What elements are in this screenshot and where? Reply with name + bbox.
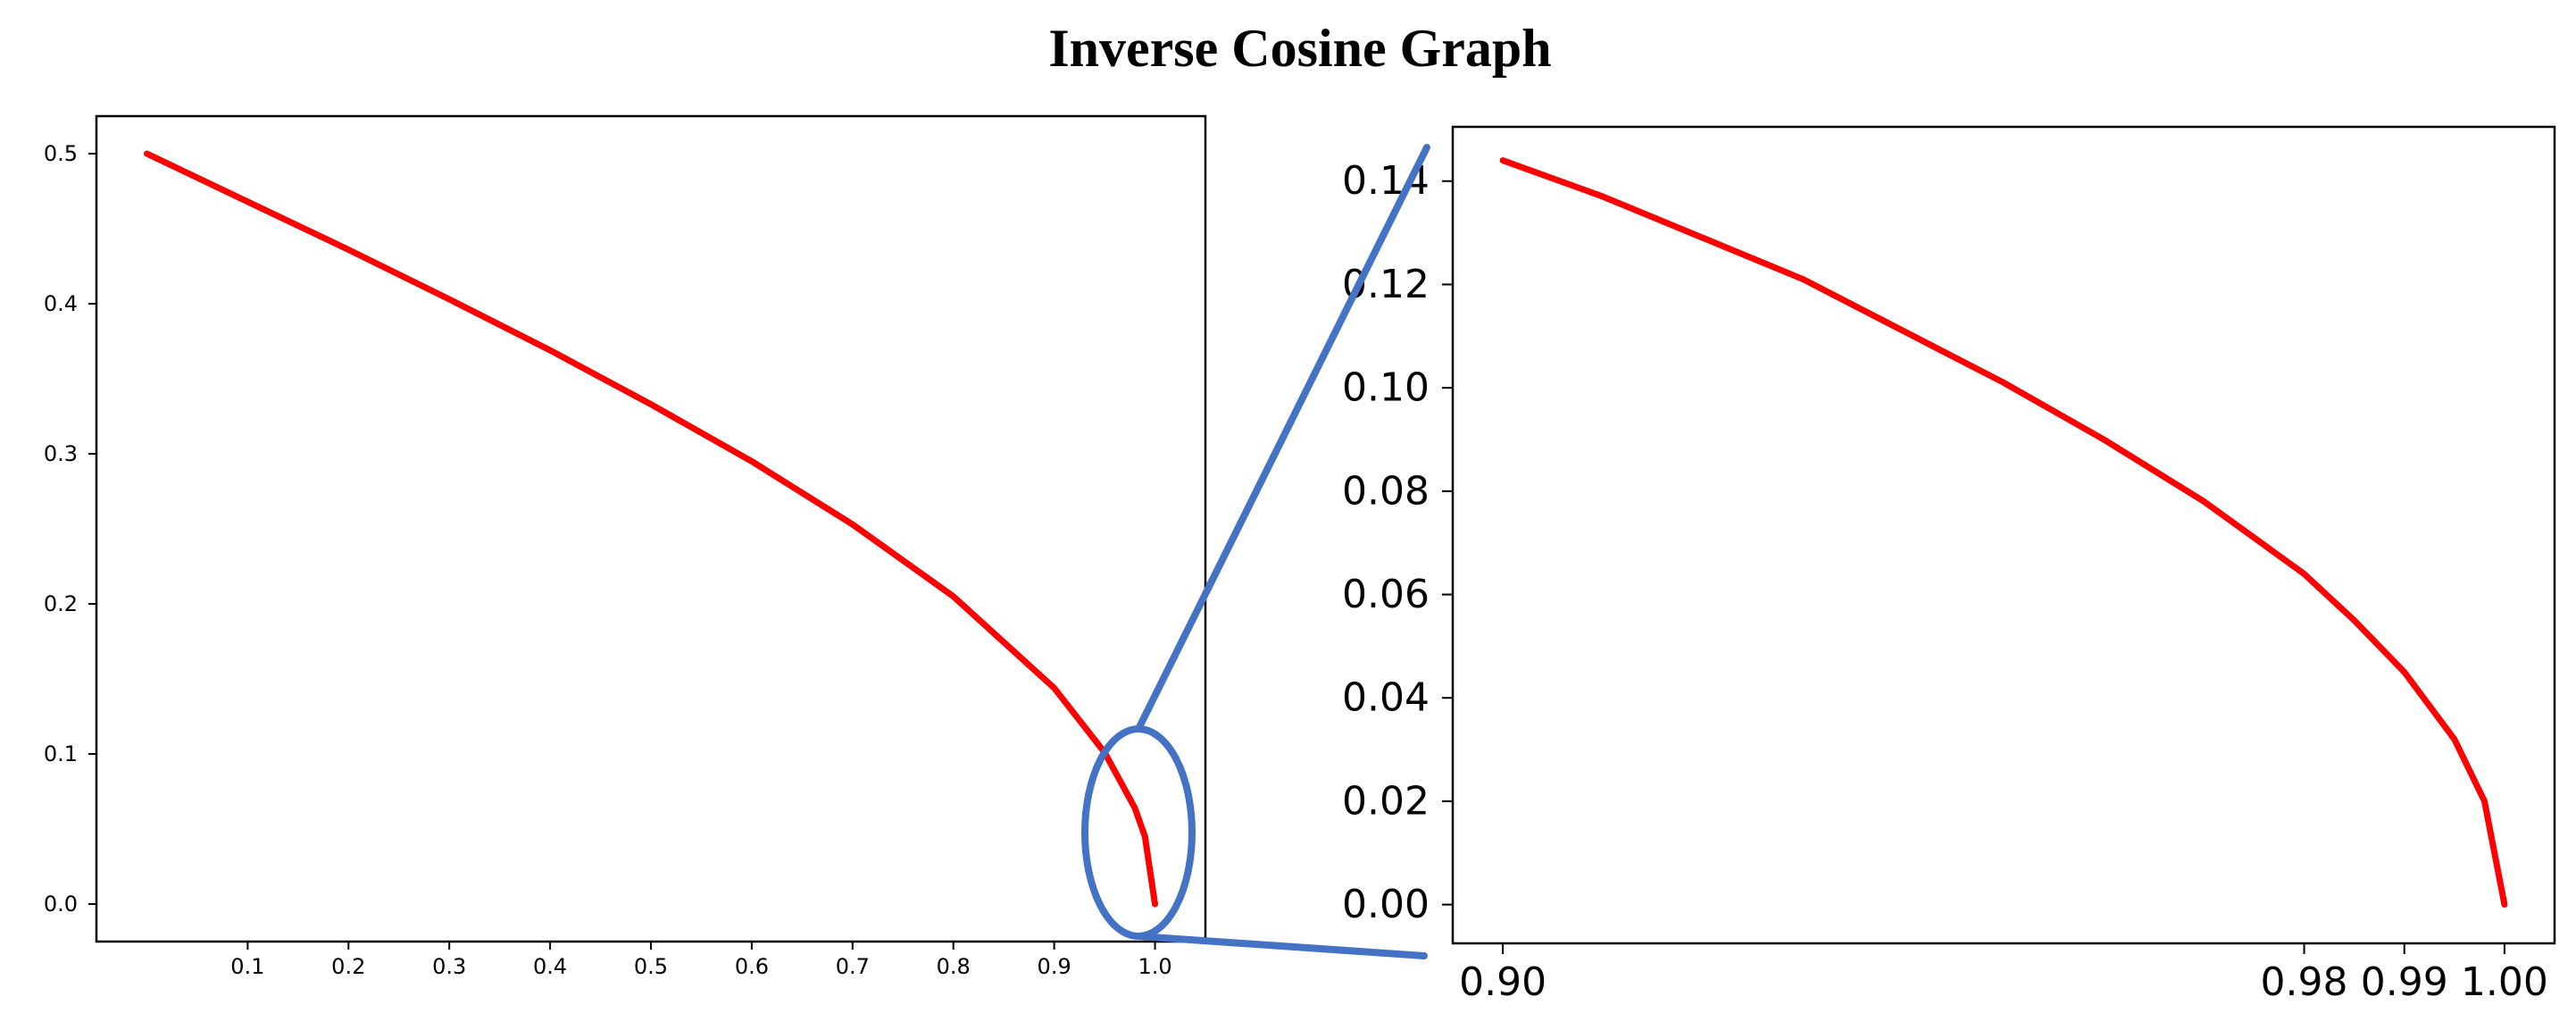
y-tick-label: 0.1 — [44, 741, 78, 766]
chart-title: Inverse Cosine Graph — [1048, 19, 1551, 78]
left-y-axis: 0.0 0.1 0.2 0.3 0.4 0.5 — [44, 141, 96, 917]
x-tick-label: 0.2 — [331, 954, 365, 979]
x-tick-label: 1.00 — [2461, 959, 2548, 1005]
y-tick-label: 0.5 — [44, 141, 78, 166]
x-tick-label: 0.90 — [1459, 959, 1546, 1005]
y-tick-label: 0.08 — [1342, 468, 1430, 514]
right-plot-frame — [1451, 125, 2556, 945]
y-tick-label: 0.06 — [1342, 572, 1430, 617]
series-line-0 — [1499, 157, 2508, 909]
y-tick-label: 0.02 — [1342, 778, 1430, 824]
left-plot-frame — [95, 114, 1207, 943]
y-tick-label: 0.4 — [44, 291, 78, 316]
y-tick-label: 0.10 — [1342, 365, 1430, 411]
x-tick-label: 0.9 — [1038, 954, 1071, 979]
x-tick-label: 0.8 — [937, 954, 971, 979]
x-tick-label: 0.99 — [2361, 959, 2448, 1005]
x-tick-label: 0.1 — [230, 954, 264, 979]
right-x-axis: 0.90 0.98 0.99 1.00 — [1459, 943, 2548, 1005]
x-tick-label: 0.6 — [735, 954, 769, 979]
x-tick-label: 0.98 — [2261, 959, 2348, 1005]
y-tick-label: 0.04 — [1342, 675, 1430, 721]
right-series-group — [1499, 157, 2508, 909]
y-tick-label: 0.3 — [44, 441, 78, 466]
x-tick-label: 0.5 — [634, 954, 668, 979]
zoom-line-upper — [1135, 144, 1430, 733]
zoom-ellipse — [1081, 725, 1196, 940]
right-y-axis: 0.000.020.040.060.080.100.120.14 — [1342, 158, 1453, 927]
zoom-line-lower — [1135, 933, 1428, 959]
x-tick-label: 1.0 — [1138, 954, 1171, 979]
x-tick-label: 0.7 — [836, 954, 870, 979]
right-chart: 0.000.020.040.060.080.100.120.14 0.90 0.9… — [1342, 125, 2556, 1005]
x-tick-label: 0.3 — [432, 954, 466, 979]
y-tick-label: 0.00 — [1342, 882, 1430, 927]
y-tick-label: 0.2 — [44, 591, 78, 616]
left-chart: 0.0 0.1 0.2 0.3 0.4 0.5 0.1 0.2 0.3 0.4 0.5 0.6 0.7… — [44, 114, 1207, 979]
left-x-axis: 0.1 0.2 0.3 0.4 0.5 0.6 0.7 0.8 0.9 1.0 — [230, 942, 1172, 979]
zoom-callout — [1081, 144, 1430, 959]
x-tick-label: 0.4 — [533, 954, 567, 979]
y-tick-label: 0.0 — [44, 892, 78, 917]
left-series-group — [144, 150, 1158, 908]
series-line-0 — [144, 150, 1158, 908]
